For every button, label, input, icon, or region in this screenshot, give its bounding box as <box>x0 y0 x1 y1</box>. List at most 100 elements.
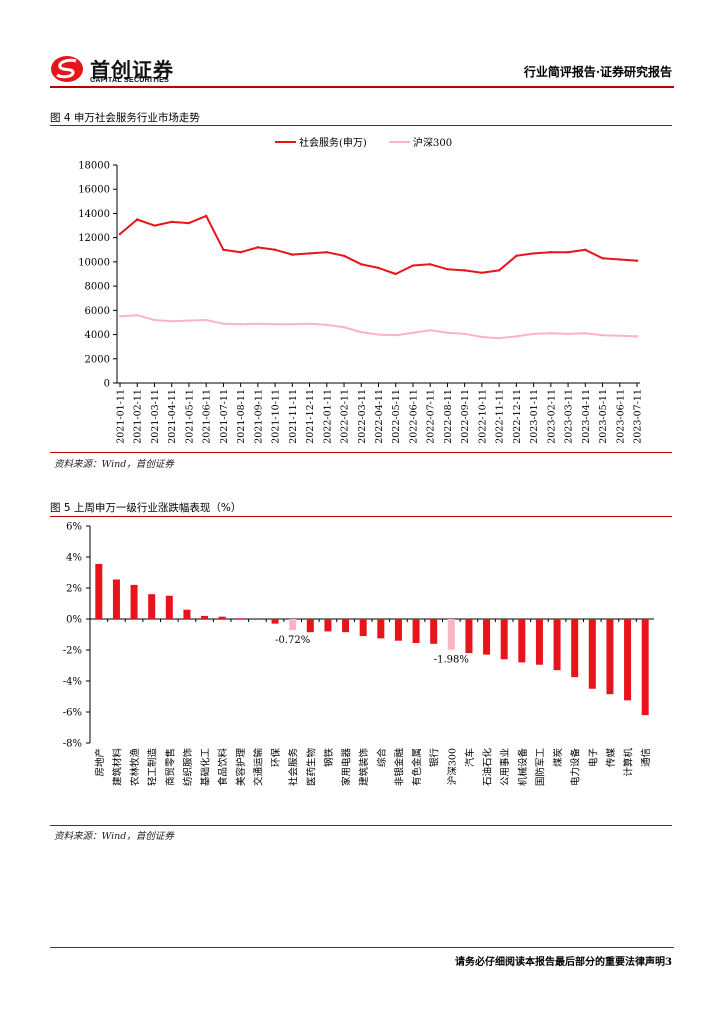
bar-通信 <box>641 619 649 716</box>
figure5-title: 图 5 上周申万一级行业涨跌幅表现（%） <box>50 502 242 514</box>
data-label: -0.72% <box>275 635 310 646</box>
y-tick-label: 8000 <box>85 282 110 293</box>
data-point <box>360 330 363 334</box>
data-point <box>463 269 466 272</box>
data-point <box>239 323 242 326</box>
data-point <box>187 319 191 322</box>
x-tick-label: 2021-06-11 <box>202 389 213 444</box>
data-point <box>411 264 415 267</box>
category-label: 商贸零售 <box>164 748 176 786</box>
x-tick-label: 2023-04-11 <box>581 389 592 444</box>
data-point <box>291 323 294 326</box>
page-header: 首创证券 CAPITAL SECURITIES 行业简评报告·证券研究报告 <box>50 50 674 84</box>
category-label: 汽车 <box>464 748 476 767</box>
x-tick-label: 2021-02-11 <box>133 389 144 444</box>
industry-performance-bar-chart: -8% -6% -4% -2% 0% 2% 4% 6% 房地产 建筑材料 农林牧渔 轻工制造 商贸零售纺… <box>63 522 654 787</box>
figure5-bottom-rule <box>50 825 672 826</box>
figure4-source: 资料来源：Wind，首创证券 <box>54 459 174 470</box>
x-tick-label: 2022-08-11 <box>443 389 454 444</box>
bar-汽车 <box>465 619 473 654</box>
x-tick-label: 2022-12-11 <box>512 389 523 444</box>
data-point <box>532 332 535 336</box>
category-label: 医药生物 <box>305 748 317 787</box>
bar-农林牧渔 <box>130 584 138 619</box>
y-tick-label: -2% <box>63 646 82 657</box>
data-point <box>222 248 225 251</box>
data-point <box>601 333 604 337</box>
report-type-title: 行业简评报告·证券研究报告 <box>523 65 672 79</box>
data-point <box>325 323 328 327</box>
bar-电子 <box>588 619 596 689</box>
data-point <box>429 329 432 332</box>
category-label: 建筑材料 <box>111 748 123 787</box>
data-point <box>532 252 535 255</box>
data-point <box>136 313 139 317</box>
data-point <box>446 267 449 271</box>
data-point <box>204 318 208 322</box>
bar-计算机 <box>624 619 632 701</box>
data-point <box>566 332 570 336</box>
category-label: 电子 <box>587 748 599 768</box>
legend-label-secondary: 沪深300 <box>413 136 452 149</box>
data-point <box>170 320 173 323</box>
x-tick-label: 2022-02-11 <box>340 389 351 444</box>
bar-非银金融 <box>394 619 402 641</box>
category-label: 钢铁 <box>323 748 335 768</box>
x-tick-label: 2023-07-11 <box>633 389 644 444</box>
legal-notice: 请务必仔细阅读本报告最后部分的重要法律声明3 <box>455 957 672 968</box>
x-tick-label: 2022-06-11 <box>408 389 419 444</box>
category-label: 沪深300 <box>446 748 458 785</box>
category-label: 传媒 <box>605 748 617 768</box>
category-label: 社会服务 <box>288 748 300 787</box>
data-point <box>360 263 363 266</box>
data-point <box>136 218 139 221</box>
y-tick-label: -4% <box>63 677 82 688</box>
data-point <box>618 334 621 337</box>
figure5-top-rule <box>50 516 672 517</box>
data-point <box>394 333 397 337</box>
bar-公用事业 <box>500 619 508 660</box>
data-point <box>377 333 380 336</box>
data-point <box>325 251 328 254</box>
category-label: 综合 <box>376 748 388 768</box>
series-line-main <box>119 214 638 275</box>
category-label: 电力设备 <box>570 748 582 787</box>
logo-chinese-name: 首创证券 <box>90 58 174 82</box>
x-tick-label: 2022-09-11 <box>460 389 471 444</box>
figure5-source: 资料来源：Wind，首创证券 <box>54 831 174 842</box>
bar-建筑装饰 <box>359 619 367 637</box>
data-point <box>446 331 449 334</box>
x-tick-label: 2021-08-11 <box>236 389 247 444</box>
x-tick-label: 2021-12-11 <box>305 389 316 444</box>
y-tick-label: 2% <box>66 584 82 595</box>
y-tick-label: 4000 <box>85 330 110 341</box>
data-point <box>549 332 553 335</box>
x-tick-label: 2021-11-11 <box>288 389 299 444</box>
category-label: 煤炭 <box>552 748 564 768</box>
data-point <box>118 315 122 318</box>
bar-沪深300 <box>447 619 455 650</box>
bar-国防军工 <box>535 619 543 665</box>
data-point <box>308 252 311 255</box>
data-point <box>480 335 484 339</box>
category-label: 环保 <box>270 748 282 768</box>
category-label: 机械设备 <box>517 748 529 787</box>
data-point <box>515 254 518 258</box>
y-tick-label: 10000 <box>78 257 110 268</box>
category-label: 国防军工 <box>534 748 546 787</box>
y-tick-label: 18000 <box>78 161 110 172</box>
x-tick-label: 2021-07-11 <box>219 389 230 444</box>
x-tick-label: 2022-05-11 <box>391 389 402 444</box>
data-point <box>187 221 191 225</box>
logo-mark-icon <box>51 56 83 82</box>
header-divider <box>50 86 674 88</box>
category-label: 银行 <box>429 748 441 768</box>
data-point <box>222 322 225 325</box>
line-chart-legend: 社会服务(申万) 沪深300 <box>275 136 452 149</box>
data-point <box>170 220 173 224</box>
y-tick-label: 16000 <box>78 185 110 196</box>
market-trend-line-chart: 社会服务(申万) 沪深300 0 2000 4000 6000 8000 10000 120… <box>78 136 644 444</box>
bar-环保 <box>271 619 279 624</box>
y-tick-label: -6% <box>63 708 82 719</box>
x-tick-label: 2022-01-11 <box>322 389 333 444</box>
